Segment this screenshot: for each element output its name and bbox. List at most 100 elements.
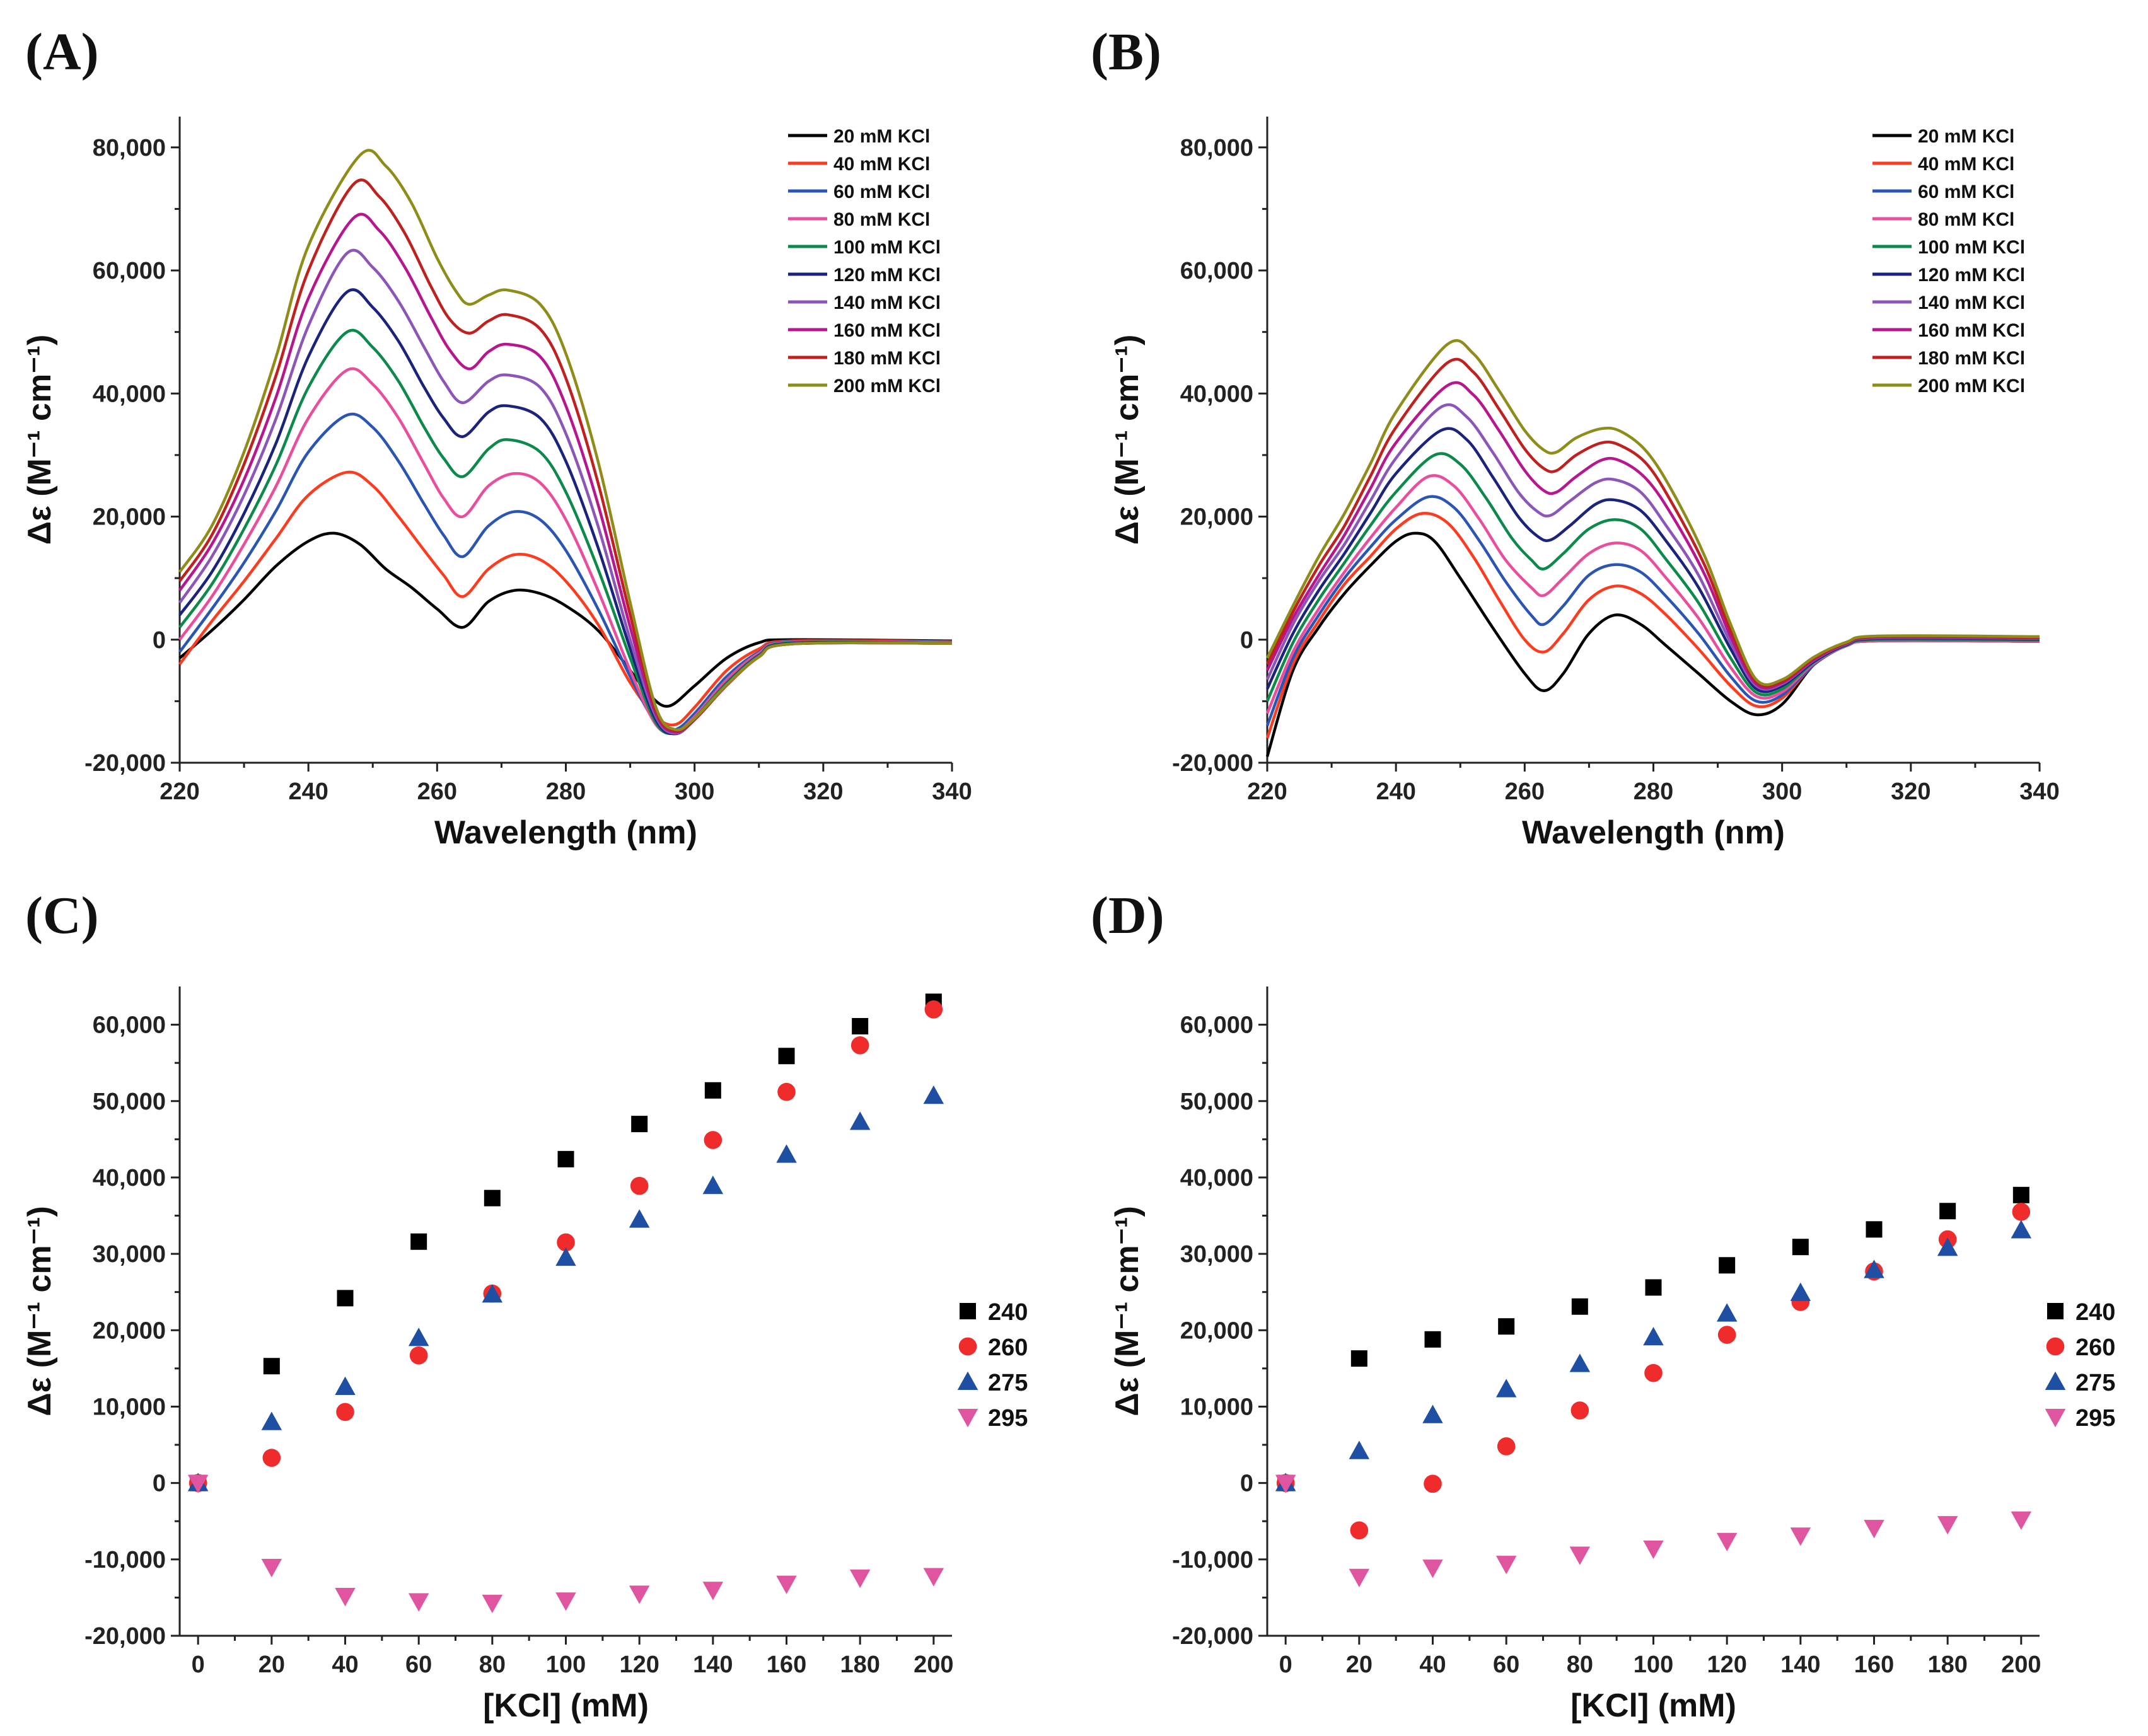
y-tick-label: 60,000	[93, 258, 166, 284]
panel-letter: (C)	[25, 886, 99, 945]
x-tick-label: 260	[1505, 778, 1545, 805]
data-point	[335, 1587, 356, 1607]
data-point	[702, 1176, 724, 1195]
data-point	[704, 1131, 723, 1149]
y-tick-label: 20,000	[93, 1317, 166, 1344]
data-point	[923, 1568, 944, 1587]
y-tick-label: 10,000	[1180, 1394, 1253, 1420]
data-point	[778, 1048, 795, 1065]
data-point	[187, 1474, 209, 1493]
legend-label: 20 mM KCl	[833, 126, 930, 147]
data-point	[1716, 1303, 1738, 1322]
legend-label: 295	[988, 1405, 1028, 1432]
data-point	[482, 1594, 503, 1614]
y-tick-label: 20,000	[93, 504, 166, 531]
x-tick-label: 60	[405, 1652, 432, 1678]
legend-marker	[960, 1303, 976, 1319]
x-tick-label: 320	[803, 778, 843, 805]
panel-a: (A) -20,000 0 20,000 40,000 60,000 80,000 220 24…	[21, 23, 972, 851]
x-tick-label: 220	[160, 778, 199, 805]
x-tick-label: 340	[2019, 778, 2059, 805]
data-point	[1495, 1556, 1517, 1575]
x-tick-label: 80	[1567, 1652, 1593, 1678]
series-line	[178, 531, 953, 708]
data-point	[1424, 1331, 1441, 1348]
y-tick-label: 50,000	[93, 1089, 166, 1115]
data-point	[923, 1085, 944, 1104]
y-tick-label: 50,000	[1180, 1089, 1253, 1115]
data-point	[629, 1585, 650, 1604]
series-line	[178, 470, 953, 727]
data-point	[702, 1582, 724, 1600]
legend-marker	[957, 1409, 978, 1428]
data-point	[924, 1000, 943, 1019]
data-point	[336, 1403, 354, 1421]
x-tick-label: 0	[1279, 1652, 1292, 1678]
legend-label: 120 mM KCl	[833, 265, 941, 286]
data-point	[1569, 1546, 1591, 1565]
legend-label: 275	[2075, 1370, 2115, 1396]
series-line	[1265, 531, 2040, 757]
series-line	[1265, 339, 2040, 686]
data-point	[1719, 1257, 1736, 1274]
legend-label: 100 mM KCl	[1918, 237, 2025, 258]
legend-label: 160 mM KCl	[1918, 320, 2025, 341]
data-point	[410, 1233, 427, 1250]
series-line	[178, 178, 953, 732]
legend-marker	[2047, 1303, 2064, 1319]
legend-label: 295	[2075, 1405, 2115, 1432]
x-tick-label: 180	[1927, 1652, 1967, 1678]
y-tick-label: 40,000	[93, 1165, 166, 1191]
data-point	[1495, 1379, 1517, 1397]
data-point	[777, 1082, 796, 1101]
data-point	[409, 1346, 428, 1365]
x-tick-label: 340	[932, 778, 972, 805]
panel-letter: (A)	[25, 23, 99, 81]
data-point	[852, 1018, 869, 1035]
data-point	[704, 1082, 721, 1099]
x-axis-title: Wavelength (nm)	[1522, 814, 1785, 851]
x-tick-label: 120	[619, 1652, 659, 1678]
legend-marker	[2045, 1371, 2066, 1390]
data-point	[2012, 1186, 2029, 1203]
y-tick-label: 0	[1240, 627, 1253, 654]
data-point	[1424, 1474, 1442, 1493]
data-point	[1717, 1326, 1736, 1344]
data-point	[776, 1144, 797, 1163]
x-tick-label: 160	[1854, 1652, 1894, 1678]
x-tick-label: 200	[2001, 1652, 2041, 1678]
legend-marker	[2045, 1409, 2066, 1428]
data-point	[850, 1036, 869, 1055]
y-tick-label: -20,000	[1172, 1623, 1253, 1650]
y-tick-label: -10,000	[84, 1547, 166, 1573]
y-tick-label: -10,000	[1172, 1547, 1253, 1573]
data-point	[555, 1592, 576, 1611]
data-point	[1643, 1540, 1664, 1560]
y-axis-title: Δε (M⁻¹ cm⁻¹)	[1109, 335, 1146, 545]
data-point	[484, 1189, 501, 1207]
data-point	[337, 1290, 354, 1307]
panel-letter: (D)	[1091, 886, 1164, 945]
x-tick-label: 40	[1419, 1652, 1446, 1678]
y-tick-label: 80,000	[1180, 135, 1253, 161]
y-tick-label: 0	[153, 1471, 166, 1497]
data-point	[629, 1209, 650, 1228]
legend-label: 200 mM KCl	[833, 376, 941, 396]
x-tick-label: 280	[1634, 778, 1673, 805]
data-point	[335, 1376, 356, 1395]
y-tick-label: 10,000	[93, 1394, 166, 1420]
x-tick-label: 280	[546, 778, 586, 805]
y-tick-label: 80,000	[93, 135, 166, 161]
x-tick-label: 200	[914, 1652, 953, 1678]
legend-label: 180 mM KCl	[833, 348, 941, 369]
data-point	[557, 1233, 575, 1252]
data-point	[849, 1569, 871, 1588]
data-point	[1498, 1318, 1515, 1335]
data-point	[1349, 1440, 1370, 1459]
legend-label: 100 mM KCl	[833, 237, 941, 258]
y-tick-label: -20,000	[1172, 750, 1253, 777]
data-point	[1864, 1520, 1884, 1539]
data-point	[408, 1593, 429, 1612]
legend-marker	[957, 1371, 978, 1390]
data-point	[1790, 1282, 1811, 1301]
